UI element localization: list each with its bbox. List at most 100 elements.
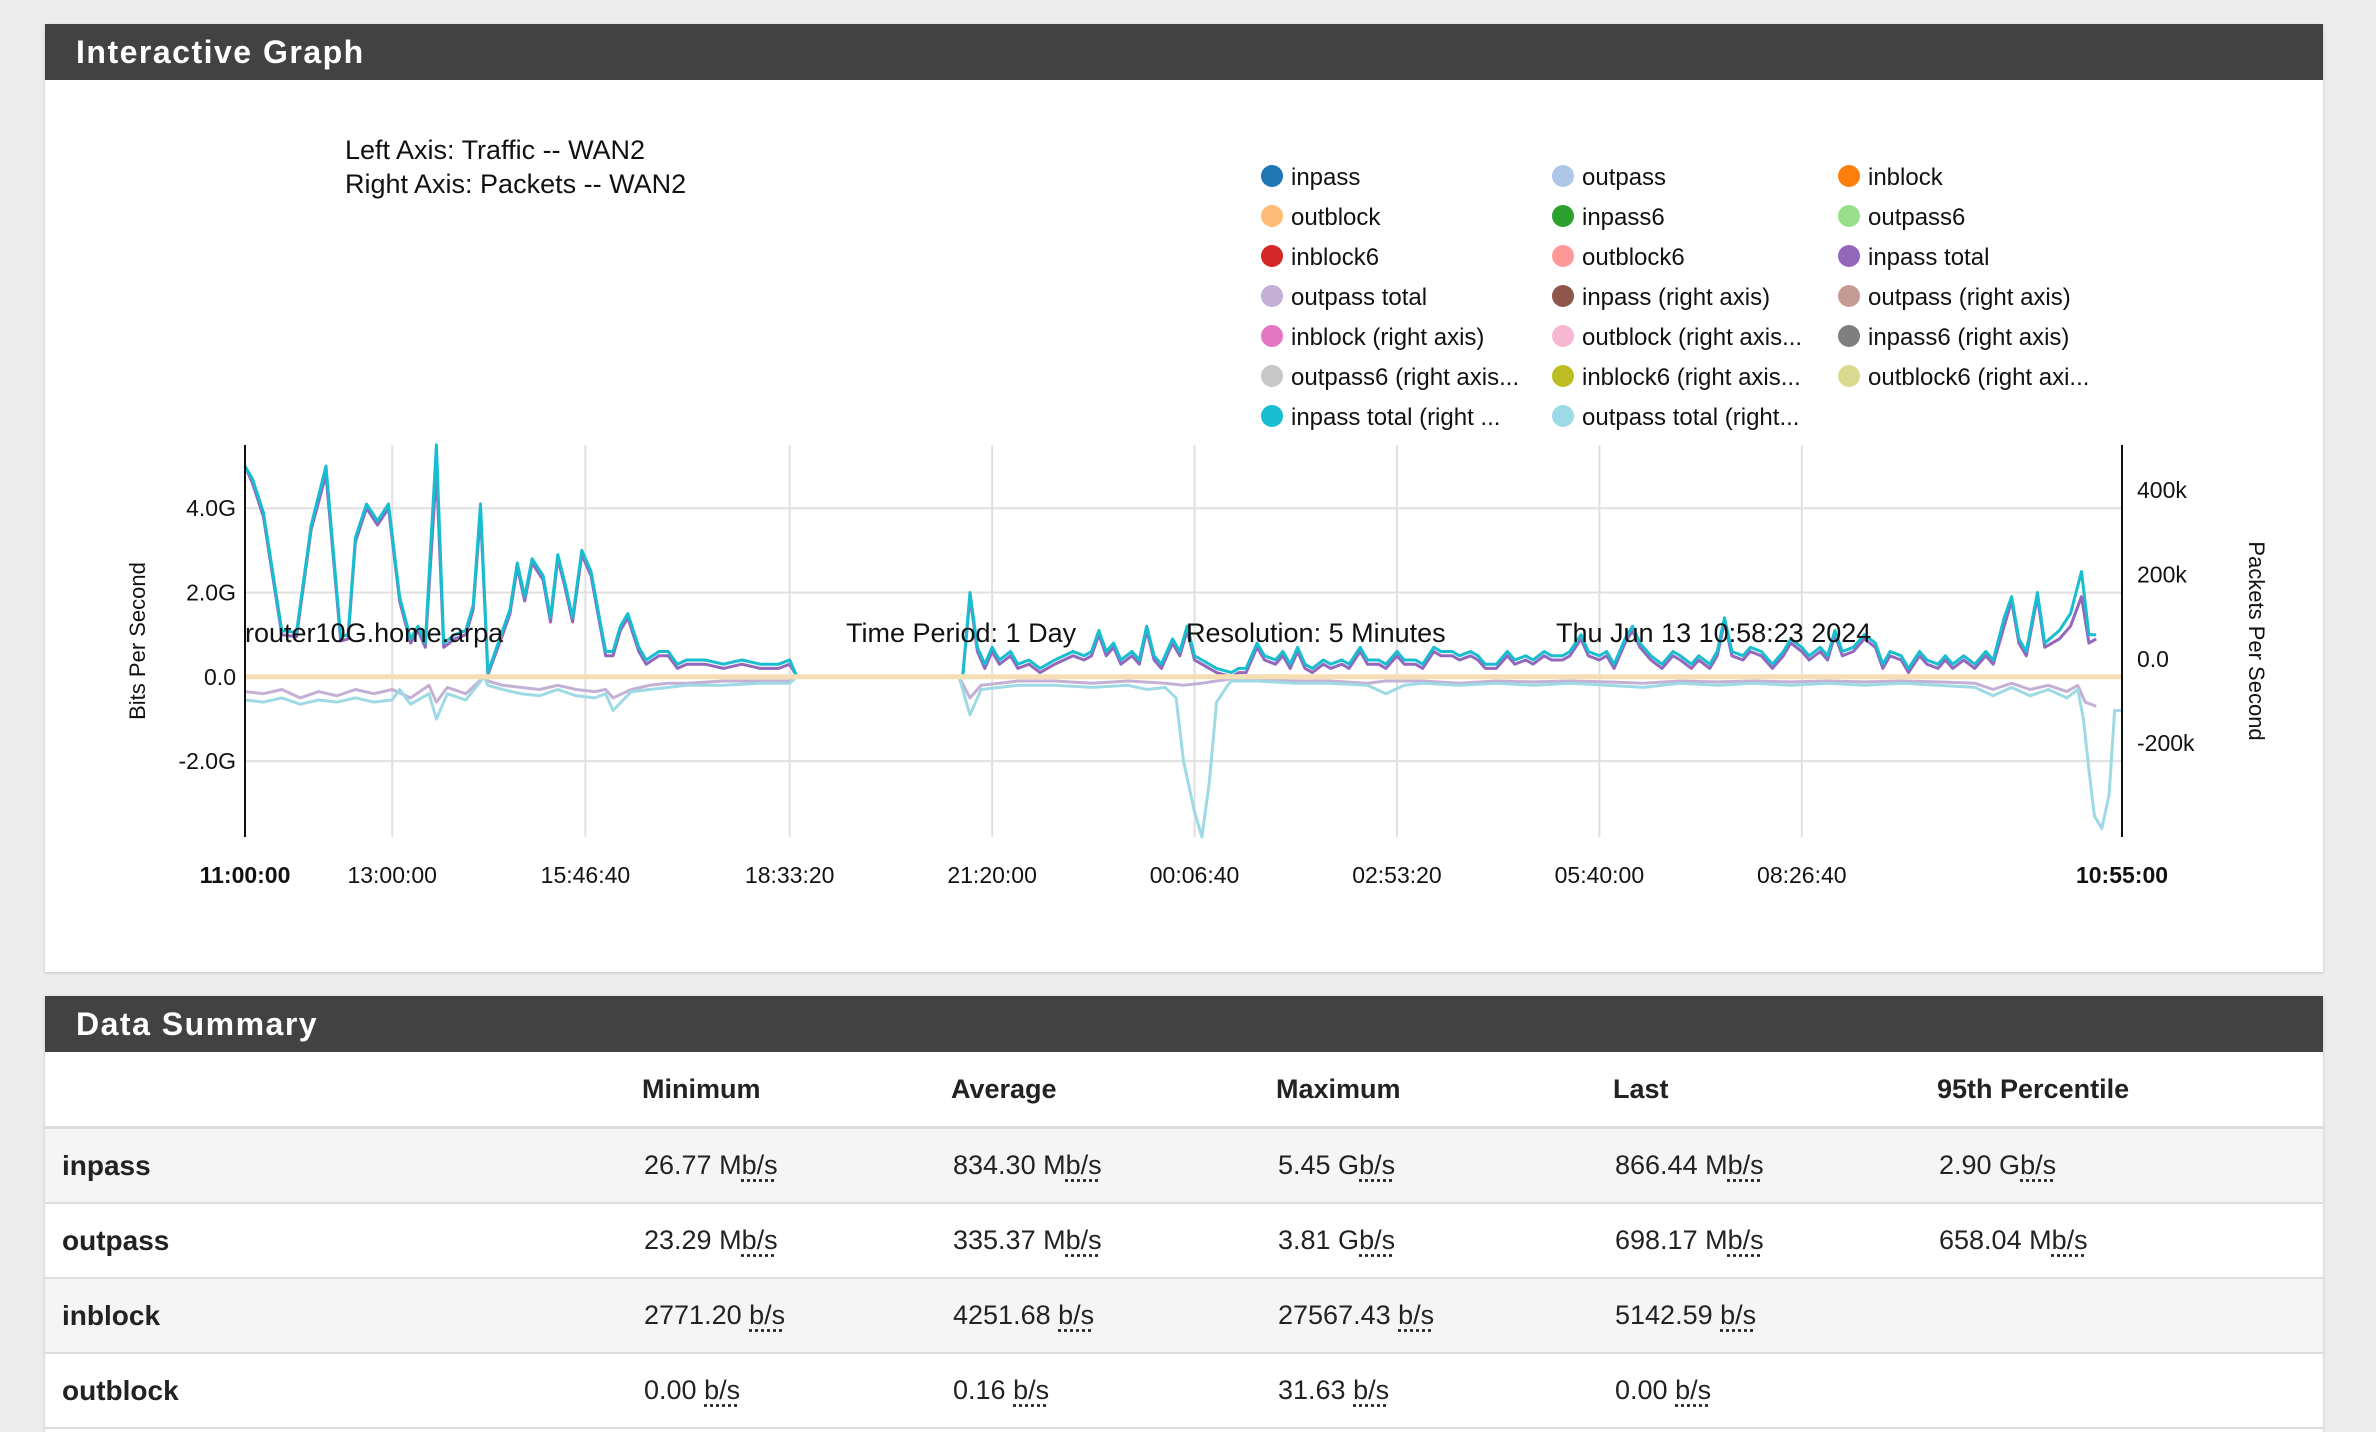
right-y-tick-label: 0.0: [2137, 646, 2169, 672]
cell-unit: b/s: [1675, 1375, 1712, 1405]
cell-value: 31.63: [1278, 1375, 1354, 1405]
legend-item-outpass6-right-axis[interactable]: outpass6 (right axis...: [1261, 364, 1519, 391]
legend-swatch: [1552, 365, 1574, 387]
table-cell: 335.37 Mb/s: [951, 1203, 1276, 1279]
table-cell: 0.00 b/s: [1613, 1353, 1937, 1429]
legend-item-outpass-total[interactable]: outpass total: [1261, 284, 1427, 311]
legend-label: inblock (right axis): [1291, 324, 1484, 351]
legend-label: outblock6 (right axi...: [1868, 364, 2089, 391]
right-axis-title: Right Axis: Packets -- WAN2: [345, 169, 686, 199]
cell-unit: b/s: [1359, 1150, 1396, 1180]
column-header-95th-percentile[interactable]: 95th Percentile: [1937, 1052, 2323, 1129]
x-tick-label: 00:06:40: [1150, 862, 1240, 888]
chart-series[interactable]: [243, 443, 2122, 839]
legend-label: outpass6: [1868, 204, 1965, 231]
left-y-tick-label: -2.0G: [178, 748, 236, 774]
legend-item-outblock[interactable]: outblock: [1261, 204, 1381, 231]
cell-value: 834.30 M: [953, 1150, 1066, 1180]
data-summary-title: Data Summary: [45, 996, 2323, 1052]
column-header-minimum[interactable]: Minimum: [642, 1052, 951, 1129]
legend-item-outblock6[interactable]: outblock6: [1552, 244, 1685, 271]
legend-item-inblock6[interactable]: inblock6: [1261, 244, 1379, 271]
legend-swatch: [1261, 165, 1283, 187]
legend-label: outpass (right axis): [1868, 284, 2071, 311]
legend-swatch: [1261, 325, 1283, 347]
cell-value: 658.04 M: [1939, 1225, 2052, 1255]
left-y-tick-label: 0.0: [204, 664, 236, 690]
cell-unit: b/s: [1727, 1225, 1764, 1255]
cell-unit: b/s: [2020, 1150, 2057, 1180]
legend-label: outpass6 (right axis...: [1291, 364, 1519, 391]
series-line-outpass-total-right[interactable]: [244, 675, 2122, 839]
legend-label: inblock6 (right axis...: [1582, 364, 1801, 391]
legend-item-outblock6-right-axi[interactable]: outblock6 (right axi...: [1838, 364, 2089, 391]
table-body: inpass 26.77 Mb/s 834.30 Mb/s 5.45 Gb/s 866.…: [45, 1127, 2323, 1429]
legend-item-outpass6[interactable]: outpass6: [1838, 204, 1965, 231]
cell-unit: b/s: [741, 1225, 778, 1255]
table-cell: 5.45 Gb/s: [1276, 1127, 1613, 1204]
traffic-chart[interactable]: Left Axis: Traffic -- WAN2 Right Axis: P…: [45, 80, 2323, 972]
cell-value: 26.77 M: [644, 1150, 742, 1180]
legend-item-inblock-right-axis[interactable]: inblock (right axis): [1261, 324, 1484, 351]
left-axis-title: Left Axis: Traffic -- WAN2: [345, 135, 645, 165]
legend-label: outpass total: [1291, 284, 1427, 311]
cell-unit: b/s: [1353, 1375, 1390, 1405]
table-cell: 3.81 Gb/s: [1276, 1203, 1613, 1279]
legend-item-inpass-right-axis[interactable]: inpass (right axis): [1552, 284, 1770, 311]
time-period-label: Time Period: 1 Day: [846, 618, 1077, 648]
interactive-graph-title: Interactive Graph: [45, 24, 2323, 80]
legend-item-inblock[interactable]: inblock: [1838, 164, 1944, 191]
x-tick-label: 02:53:20: [1352, 862, 1442, 888]
cell-unit: b/s: [1720, 1300, 1757, 1330]
series-line-inpass-total[interactable]: [243, 465, 2097, 679]
legend-item-inpass6-right-axis[interactable]: inpass6 (right axis): [1838, 324, 2069, 351]
timestamp-label: Thu Jun 13 10:58:23 2024: [1556, 618, 1871, 648]
legend-swatch: [1261, 205, 1283, 227]
column-header-average[interactable]: Average: [951, 1052, 1276, 1129]
legend-swatch: [1838, 365, 1860, 387]
legend-item-inpass-total-right[interactable]: inpass total (right ...: [1261, 404, 1500, 431]
legend-item-outblock-right-axis[interactable]: outblock (right axis...: [1552, 324, 1802, 351]
table-cell: 26.77 Mb/s: [642, 1127, 951, 1204]
legend-item-outpass-total-right[interactable]: outpass total (right...: [1552, 404, 1799, 431]
x-tick-label: 15:46:40: [541, 862, 631, 888]
legend-label: inpass: [1291, 164, 1360, 191]
left-y-tick-label: 2.0G: [186, 580, 236, 606]
legend-item-inpass[interactable]: inpass: [1261, 164, 1360, 191]
cell-unit: b/s: [1727, 1150, 1764, 1180]
cell-value: 866.44 M: [1615, 1150, 1728, 1180]
cell-unit: b/s: [749, 1300, 786, 1330]
legend-item-inblock6-right-axis[interactable]: inblock6 (right axis...: [1552, 364, 1801, 391]
row-label: inpass: [45, 1127, 642, 1204]
legend-swatch: [1552, 205, 1574, 227]
legend-item-inpass6[interactable]: inpass6: [1552, 204, 1665, 231]
legend-swatch: [1838, 165, 1860, 187]
cell-value: 335.37 M: [953, 1225, 1066, 1255]
cell-value: 4251.68: [953, 1300, 1059, 1330]
legend-item-outpass-right-axis[interactable]: outpass (right axis): [1838, 284, 2071, 311]
legend-label: inblock: [1868, 164, 1944, 191]
legend-label: inpass total (right ...: [1291, 404, 1500, 431]
chart-legend[interactable]: inpass outpass inblock outblock inpass6 outpa…: [1261, 164, 2089, 431]
x-tick-label: 13:00:00: [347, 862, 437, 888]
series-line-outpass-total[interactable]: [244, 675, 2097, 708]
legend-label: inpass total: [1868, 244, 1989, 271]
chart-axes: 11:00:00 13:00:00 15:46:40 18:33:20 21:20:00…: [125, 445, 2269, 888]
legend-label: outblock: [1291, 204, 1381, 231]
cell-value: 0.00: [644, 1375, 705, 1405]
table-cell: 698.17 Mb/s: [1613, 1203, 1937, 1279]
table-cell: 0.16 b/s: [951, 1353, 1276, 1429]
table-cell: 866.44 Mb/s: [1613, 1127, 1937, 1204]
legend-item-outpass[interactable]: outpass: [1552, 164, 1666, 191]
legend-label: inpass6: [1582, 204, 1665, 231]
hostname-label: router10G.home.arpa: [245, 618, 504, 648]
cell-value: 2771.20: [644, 1300, 750, 1330]
legend-label: outpass: [1582, 164, 1666, 191]
series-line-inpass-total-right[interactable]: [243, 443, 2097, 679]
data-summary-panel: Data Summary Minimum Average Maximum Last 95…: [45, 996, 2323, 1432]
legend-item-inpass-total[interactable]: inpass total: [1838, 244, 1989, 271]
column-header-maximum[interactable]: Maximum: [1276, 1052, 1613, 1129]
table-row: outblock 0.00 b/s 0.16 b/s 31.63 b/s 0.00 b/…: [45, 1353, 2323, 1429]
column-header-last[interactable]: Last: [1613, 1052, 1937, 1129]
cell-value: 5142.59: [1615, 1300, 1721, 1330]
